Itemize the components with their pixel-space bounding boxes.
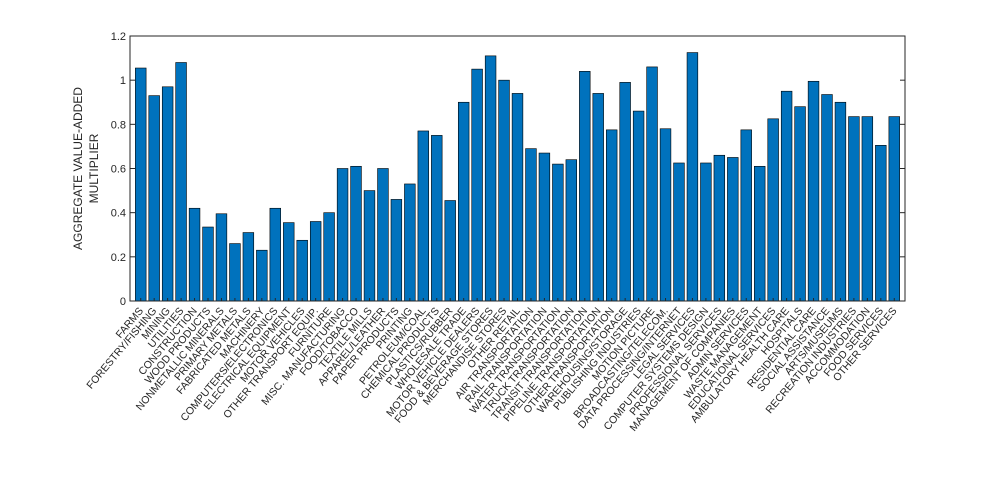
- bar-water-transportation: [552, 163, 564, 302]
- bar-nonmetallic-minerals: [215, 213, 228, 302]
- y-tick-label: 1: [120, 75, 126, 87]
- bar-other-retail: [511, 93, 524, 302]
- bar-motor-vehicles: [296, 239, 308, 302]
- bar-paper-products: [390, 199, 403, 302]
- y-axis-ticks: 0 0.2 0.4 0.6 0.8 1 1.2: [111, 31, 905, 308]
- bar-arts-museums: [834, 101, 847, 302]
- bar-primary-metals: [229, 243, 241, 302]
- bars-group: [135, 52, 900, 302]
- bar-management-of-companies: [727, 157, 739, 302]
- bar-machinery: [256, 249, 268, 302]
- y-tick-label: 1.2: [111, 31, 126, 43]
- bar-residential-care: [807, 80, 820, 302]
- bar-food-services: [875, 145, 887, 302]
- bar-petroleum-coal: [417, 130, 429, 302]
- bar-electrical-equipment: [283, 222, 295, 302]
- bar-motor-vehicle-dealers: [471, 68, 483, 302]
- bar-transit-transportation: [579, 71, 591, 302]
- bar-wholesale-trade: [457, 101, 470, 302]
- bar-chemical-products: [431, 135, 443, 302]
- bar-computer-systems-design: [700, 162, 712, 302]
- bar-broadcasting-telecom: [659, 128, 672, 302]
- bar-furniture: [323, 212, 335, 302]
- bar-data-processing-internet: [673, 162, 685, 302]
- bar-hospitals: [794, 106, 806, 302]
- bar-utilities: [175, 62, 187, 302]
- bar-computers-electronics: [269, 207, 281, 302]
- bar-waste-management: [754, 165, 766, 302]
- bar-other-services: [888, 116, 900, 302]
- bar-wood-products: [202, 226, 214, 302]
- bar-food-tobacco: [350, 165, 362, 302]
- bar-educational-services: [767, 118, 779, 302]
- bar-social-assistance: [821, 94, 833, 302]
- bar-other-transport-equip: [309, 221, 322, 302]
- bar-warehousing-storage: [619, 82, 631, 302]
- x-axis-category-labels: FARMSFORESTRY/FISHINGMININGUTILITIESCONS…: [84, 305, 899, 434]
- bar-publishing-industries: [632, 110, 645, 302]
- y-tick-label: 0.2: [111, 252, 126, 264]
- bar-air-transportation: [525, 148, 537, 302]
- y-tick-label: 0.4: [111, 208, 126, 220]
- y-tick-label: 0: [120, 296, 126, 308]
- bar-farms: [135, 67, 147, 302]
- y-axis-label-line-2: MULTIPLIER: [87, 133, 101, 203]
- bar-apparel-leather: [377, 168, 389, 302]
- bar-legal-services: [686, 52, 699, 302]
- bar-fabricated-metals: [242, 232, 255, 302]
- bar-recreation-industries: [848, 116, 860, 302]
- bar-motion-picture: [646, 66, 658, 302]
- bar-textile-mills: [363, 190, 376, 302]
- plot-area-frame: [129, 35, 906, 302]
- bar-printing: [404, 183, 416, 302]
- bar-construction: [188, 207, 201, 302]
- bar-ambulatory-health-care: [780, 90, 793, 302]
- bar-mining: [161, 86, 174, 302]
- y-tick-label: 0.8: [111, 119, 126, 131]
- bar-food-beverage-stores: [484, 55, 497, 302]
- bar-rail-transportation: [538, 152, 551, 302]
- bar-misc-manufacturing: [336, 168, 349, 302]
- y-axis-label-line-1: AGGREGATE VALUE-ADDED: [71, 87, 85, 250]
- y-tick-label: 0.6: [111, 164, 126, 176]
- bar-other-transportation: [606, 129, 618, 302]
- bar-pipeline-transportation: [592, 93, 604, 302]
- bar-accommodation: [861, 116, 874, 302]
- bar-admin-services: [740, 129, 752, 302]
- bar-forestry-fishing: [148, 95, 160, 302]
- bar-plastics-rubber: [444, 200, 456, 302]
- bar-truck-transportation: [565, 159, 578, 302]
- bar-merchandise-stores: [498, 79, 510, 302]
- bar-professional-services: [713, 154, 726, 302]
